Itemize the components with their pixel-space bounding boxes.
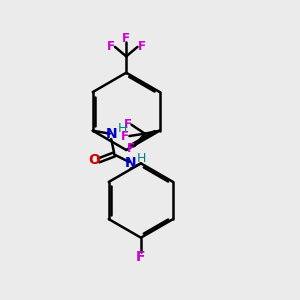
Text: F: F	[127, 142, 135, 155]
Text: F: F	[122, 32, 130, 45]
Text: F: F	[124, 118, 132, 131]
Text: F: F	[137, 40, 146, 53]
Text: F: F	[121, 130, 129, 142]
Text: F: F	[136, 250, 146, 264]
Text: H: H	[118, 122, 127, 135]
Text: O: O	[88, 153, 100, 167]
Text: N: N	[125, 156, 136, 170]
Text: H: H	[137, 152, 146, 164]
Text: F: F	[107, 40, 115, 53]
Text: N: N	[105, 127, 117, 141]
